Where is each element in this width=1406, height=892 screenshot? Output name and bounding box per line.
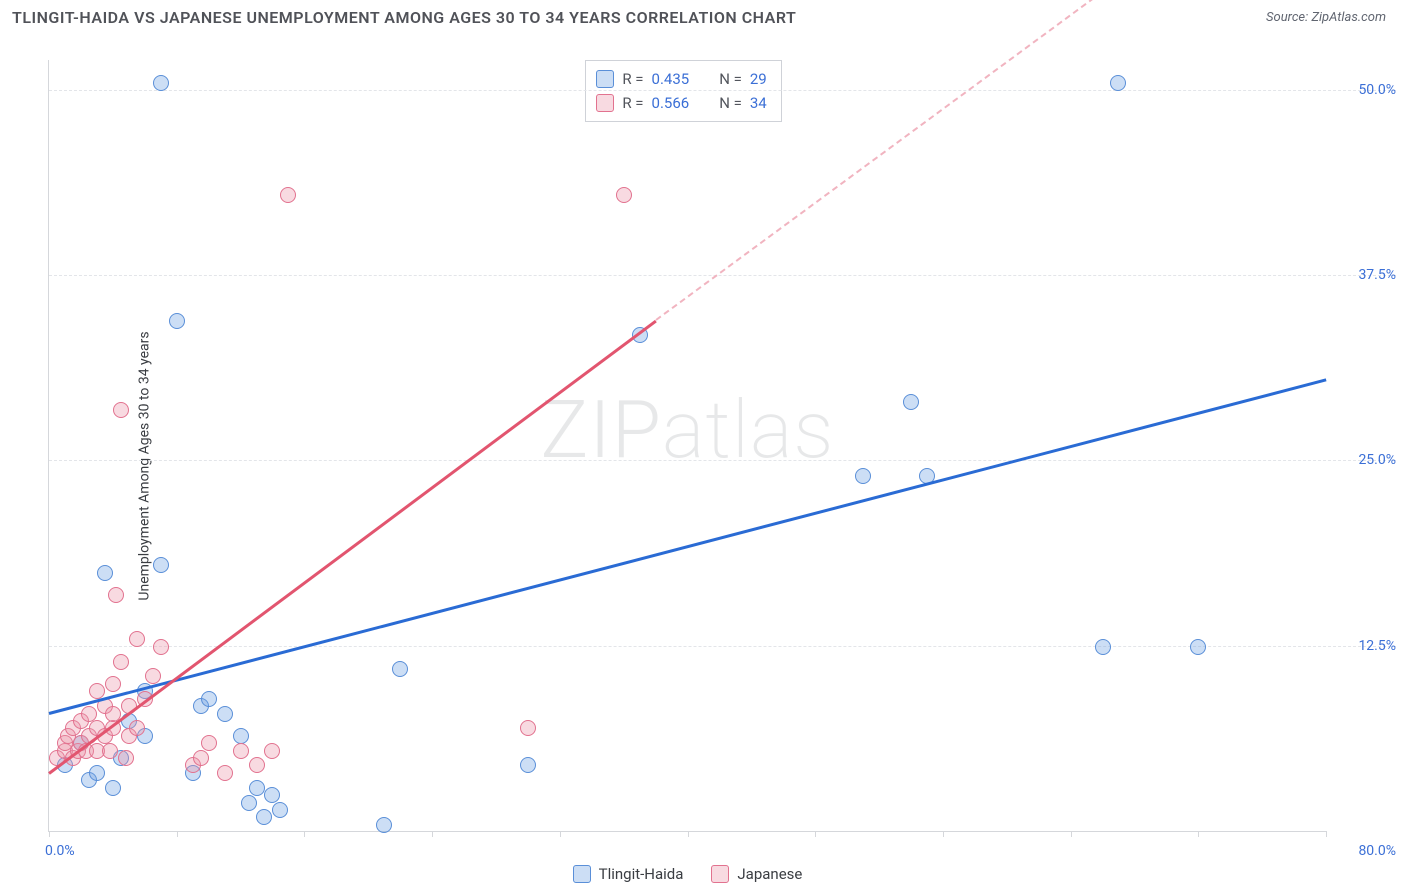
legend-label-b: Japanese xyxy=(737,865,802,883)
trend-line-b-extrapolated xyxy=(655,0,1231,321)
scatter-point-b xyxy=(233,743,249,759)
scatter-point-a xyxy=(376,817,392,833)
scatter-point-a xyxy=(392,661,408,677)
gridline xyxy=(49,275,1396,276)
x-tick xyxy=(560,831,561,837)
scatter-point-a xyxy=(217,706,233,722)
legend-item-a: Tlingit-Haida xyxy=(573,865,684,883)
scatter-point-b xyxy=(113,654,129,670)
legend-label-a: Tlingit-Haida xyxy=(599,865,684,883)
r-label: R = xyxy=(622,70,643,88)
legend-swatch-b-icon xyxy=(711,865,729,883)
legend: Tlingit-Haida Japanese xyxy=(49,865,1326,883)
stats-row-series-b: R = 0.566 N = 34 xyxy=(596,91,766,115)
scatter-point-a xyxy=(264,787,280,803)
watermark: ZIPatlas xyxy=(540,383,834,477)
scatter-point-b xyxy=(153,639,169,655)
stats-row-series-a: R = 0.435 N = 29 xyxy=(596,67,766,91)
scatter-point-b xyxy=(129,631,145,647)
x-axis-min-label: 0.0% xyxy=(45,843,75,859)
scatter-point-b xyxy=(193,750,209,766)
x-tick xyxy=(49,831,50,837)
x-tick xyxy=(304,831,305,837)
n-label: N = xyxy=(719,94,742,112)
x-tick xyxy=(432,831,433,837)
x-tick xyxy=(943,831,944,837)
y-tick-label: 50.0% xyxy=(1336,82,1396,98)
scatter-point-a xyxy=(1095,639,1111,655)
scatter-point-b xyxy=(102,743,118,759)
chart-title: TLINGIT-HAIDA VS JAPANESE UNEMPLOYMENT A… xyxy=(12,8,796,27)
x-tick xyxy=(1071,831,1072,837)
scatter-point-b xyxy=(113,402,129,418)
r-value-b: 0.566 xyxy=(652,94,690,112)
x-tick xyxy=(688,831,689,837)
gridline xyxy=(49,460,1396,461)
scatter-point-b xyxy=(145,668,161,684)
x-tick xyxy=(177,831,178,837)
x-tick xyxy=(815,831,816,837)
scatter-point-a xyxy=(855,468,871,484)
scatter-point-a xyxy=(153,557,169,573)
swatch-series-a-icon xyxy=(596,70,614,88)
n-value-b: 34 xyxy=(750,94,767,112)
watermark-bold: ZIP xyxy=(540,383,661,477)
scatter-point-a xyxy=(272,802,288,818)
scatter-point-a xyxy=(903,394,919,410)
source-prefix: Source: xyxy=(1266,10,1311,25)
plot-area: ZIPatlas R = 0.435 N = 29 R = 0.566 N = … xyxy=(48,60,1326,832)
source-attribution: Source: ZipAtlas.com xyxy=(1266,10,1386,25)
chart-container: Unemployment Among Ages 30 to 34 years Z… xyxy=(0,40,1406,892)
scatter-point-a xyxy=(153,75,169,91)
scatter-point-b xyxy=(217,765,233,781)
y-tick-label: 37.5% xyxy=(1336,267,1396,283)
x-tick xyxy=(1326,831,1327,837)
scatter-point-b xyxy=(616,187,632,203)
scatter-point-a xyxy=(169,313,185,329)
y-tick-label: 25.0% xyxy=(1336,452,1396,468)
correlation-stats-box: R = 0.435 N = 29 R = 0.566 N = 34 xyxy=(585,60,781,122)
scatter-point-a xyxy=(249,780,265,796)
r-value-a: 0.435 xyxy=(652,70,690,88)
legend-swatch-a-icon xyxy=(573,865,591,883)
scatter-point-b xyxy=(105,676,121,692)
scatter-point-b xyxy=(118,750,134,766)
n-value-a: 29 xyxy=(750,70,767,88)
scatter-point-a xyxy=(233,728,249,744)
scatter-point-a xyxy=(201,691,217,707)
scatter-point-b xyxy=(264,743,280,759)
scatter-point-a xyxy=(241,795,257,811)
scatter-point-b xyxy=(81,706,97,722)
legend-item-b: Japanese xyxy=(711,865,802,883)
trend-line-b xyxy=(48,320,656,775)
y-tick-label: 12.5% xyxy=(1336,638,1396,654)
scatter-point-b xyxy=(108,587,124,603)
scatter-point-b xyxy=(129,720,145,736)
n-label: N = xyxy=(719,70,742,88)
gridline xyxy=(49,90,1396,91)
r-label: R = xyxy=(622,94,643,112)
scatter-point-a xyxy=(1190,639,1206,655)
watermark-light: atlas xyxy=(662,383,835,477)
trend-line-a xyxy=(49,379,1327,716)
scatter-point-a xyxy=(256,809,272,825)
scatter-point-b xyxy=(280,187,296,203)
scatter-point-a xyxy=(1110,75,1126,91)
scatter-point-b xyxy=(520,720,536,736)
swatch-series-b-icon xyxy=(596,94,614,112)
x-tick xyxy=(1198,831,1199,837)
scatter-point-b xyxy=(201,735,217,751)
scatter-point-b xyxy=(249,757,265,773)
scatter-point-a xyxy=(97,565,113,581)
source-name: ZipAtlas.com xyxy=(1311,10,1386,25)
scatter-point-a xyxy=(89,765,105,781)
x-axis-max-label: 80.0% xyxy=(1358,843,1396,859)
scatter-point-a xyxy=(105,780,121,796)
scatter-point-a xyxy=(520,757,536,773)
